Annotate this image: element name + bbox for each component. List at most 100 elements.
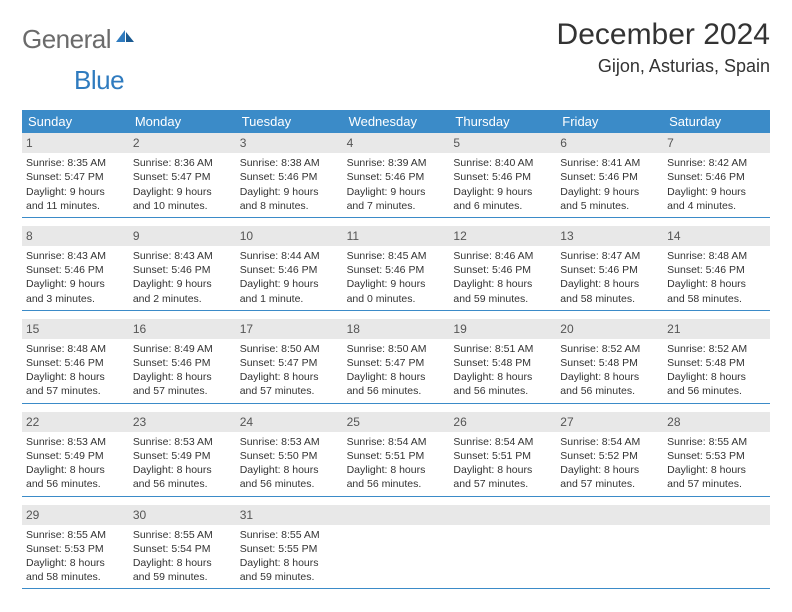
day-number: 2: [129, 133, 236, 153]
sunset-text: Sunset: 5:47 PM: [347, 356, 446, 370]
calendar-day: 23Sunrise: 8:53 AMSunset: 5:49 PMDayligh…: [129, 412, 236, 496]
sunrise-text: Sunrise: 8:47 AM: [560, 249, 659, 263]
calendar-day: 2Sunrise: 8:36 AMSunset: 5:47 PMDaylight…: [129, 133, 236, 217]
sunrise-text: Sunrise: 8:54 AM: [347, 435, 446, 449]
sunrise-text: Sunrise: 8:43 AM: [26, 249, 125, 263]
sunset-text: Sunset: 5:46 PM: [26, 263, 125, 277]
daylight1-text: Daylight: 8 hours: [453, 463, 552, 477]
calendar-week: 15Sunrise: 8:48 AMSunset: 5:46 PMDayligh…: [22, 319, 770, 404]
sunrise-text: Sunrise: 8:44 AM: [240, 249, 339, 263]
daylight2-text: and 56 minutes.: [667, 384, 766, 398]
calendar-day: 24Sunrise: 8:53 AMSunset: 5:50 PMDayligh…: [236, 412, 343, 496]
logo: General: [22, 18, 137, 55]
day-number: 1: [22, 133, 129, 153]
daylight2-text: and 4 minutes.: [667, 199, 766, 213]
calendar-week: 22Sunrise: 8:53 AMSunset: 5:49 PMDayligh…: [22, 412, 770, 497]
sunrise-text: Sunrise: 8:42 AM: [667, 156, 766, 170]
daylight2-text: and 56 minutes.: [133, 477, 232, 491]
daylight1-text: Daylight: 8 hours: [347, 370, 446, 384]
calendar-week: 29Sunrise: 8:55 AMSunset: 5:53 PMDayligh…: [22, 505, 770, 590]
daylight2-text: and 57 minutes.: [667, 477, 766, 491]
day-number: 14: [663, 226, 770, 246]
sunrise-text: Sunrise: 8:54 AM: [453, 435, 552, 449]
sunset-text: Sunset: 5:48 PM: [560, 356, 659, 370]
day-number: 7: [663, 133, 770, 153]
calendar-day: 10Sunrise: 8:44 AMSunset: 5:46 PMDayligh…: [236, 226, 343, 310]
daylight2-text: and 56 minutes.: [347, 384, 446, 398]
daylight2-text: and 3 minutes.: [26, 292, 125, 306]
day-number: 9: [129, 226, 236, 246]
daylight1-text: Daylight: 9 hours: [347, 277, 446, 291]
day-number: 12: [449, 226, 556, 246]
calendar-day: 22Sunrise: 8:53 AMSunset: 5:49 PMDayligh…: [22, 412, 129, 496]
daylight2-text: and 2 minutes.: [133, 292, 232, 306]
day-number: 18: [343, 319, 450, 339]
calendar-day: 11Sunrise: 8:45 AMSunset: 5:46 PMDayligh…: [343, 226, 450, 310]
sunrise-text: Sunrise: 8:55 AM: [133, 528, 232, 542]
daylight2-text: and 57 minutes.: [26, 384, 125, 398]
daylight2-text: and 59 minutes.: [453, 292, 552, 306]
calendar-day: 25Sunrise: 8:54 AMSunset: 5:51 PMDayligh…: [343, 412, 450, 496]
sunset-text: Sunset: 5:46 PM: [347, 170, 446, 184]
daylight1-text: Daylight: 9 hours: [667, 185, 766, 199]
logo-text-general: General: [22, 24, 111, 55]
sunset-text: Sunset: 5:55 PM: [240, 542, 339, 556]
day-number: 19: [449, 319, 556, 339]
daylight2-text: and 58 minutes.: [560, 292, 659, 306]
day-number: 8: [22, 226, 129, 246]
daylight2-text: and 6 minutes.: [453, 199, 552, 213]
sunrise-text: Sunrise: 8:38 AM: [240, 156, 339, 170]
daylight1-text: Daylight: 9 hours: [240, 185, 339, 199]
sunset-text: Sunset: 5:53 PM: [26, 542, 125, 556]
daylight2-text: and 1 minute.: [240, 292, 339, 306]
daylight1-text: Daylight: 9 hours: [133, 185, 232, 199]
sunrise-text: Sunrise: 8:35 AM: [26, 156, 125, 170]
calendar-day: .: [556, 505, 663, 589]
daylight2-text: and 56 minutes.: [240, 477, 339, 491]
day-number: 13: [556, 226, 663, 246]
day-number: 10: [236, 226, 343, 246]
weeks-container: 1Sunrise: 8:35 AMSunset: 5:47 PMDaylight…: [22, 133, 770, 589]
calendar-day: 6Sunrise: 8:41 AMSunset: 5:46 PMDaylight…: [556, 133, 663, 217]
sunset-text: Sunset: 5:51 PM: [453, 449, 552, 463]
sunset-text: Sunset: 5:46 PM: [26, 356, 125, 370]
sunrise-text: Sunrise: 8:53 AM: [26, 435, 125, 449]
sunrise-text: Sunrise: 8:46 AM: [453, 249, 552, 263]
daylight1-text: Daylight: 8 hours: [560, 277, 659, 291]
day-number: 30: [129, 505, 236, 525]
daylight1-text: Daylight: 9 hours: [347, 185, 446, 199]
daylight2-text: and 5 minutes.: [560, 199, 659, 213]
daylight2-text: and 58 minutes.: [26, 570, 125, 584]
calendar-day: 16Sunrise: 8:49 AMSunset: 5:46 PMDayligh…: [129, 319, 236, 403]
calendar-day: 13Sunrise: 8:47 AMSunset: 5:46 PMDayligh…: [556, 226, 663, 310]
daylight1-text: Daylight: 9 hours: [26, 185, 125, 199]
sunrise-text: Sunrise: 8:51 AM: [453, 342, 552, 356]
daylight1-text: Daylight: 9 hours: [133, 277, 232, 291]
daylight1-text: Daylight: 8 hours: [26, 370, 125, 384]
sunrise-text: Sunrise: 8:50 AM: [240, 342, 339, 356]
calendar-day: 7Sunrise: 8:42 AMSunset: 5:46 PMDaylight…: [663, 133, 770, 217]
calendar-day: .: [449, 505, 556, 589]
calendar-day: 30Sunrise: 8:55 AMSunset: 5:54 PMDayligh…: [129, 505, 236, 589]
sunset-text: Sunset: 5:46 PM: [453, 263, 552, 277]
calendar-day: 20Sunrise: 8:52 AMSunset: 5:48 PMDayligh…: [556, 319, 663, 403]
day-number: .: [556, 505, 663, 525]
calendar-day: .: [663, 505, 770, 589]
daylight1-text: Daylight: 8 hours: [26, 556, 125, 570]
sunrise-text: Sunrise: 8:41 AM: [560, 156, 659, 170]
daylight2-text: and 7 minutes.: [347, 199, 446, 213]
daylight1-text: Daylight: 8 hours: [667, 277, 766, 291]
calendar-day: 29Sunrise: 8:55 AMSunset: 5:53 PMDayligh…: [22, 505, 129, 589]
daylight1-text: Daylight: 8 hours: [560, 463, 659, 477]
sunrise-text: Sunrise: 8:49 AM: [133, 342, 232, 356]
daylight1-text: Daylight: 8 hours: [240, 370, 339, 384]
sunrise-text: Sunrise: 8:53 AM: [240, 435, 339, 449]
day-number: 25: [343, 412, 450, 432]
sunset-text: Sunset: 5:46 PM: [453, 170, 552, 184]
calendar-day: 4Sunrise: 8:39 AMSunset: 5:46 PMDaylight…: [343, 133, 450, 217]
day-number: .: [663, 505, 770, 525]
day-number: 11: [343, 226, 450, 246]
weekday-header: Tuesday: [236, 110, 343, 133]
calendar-day: 12Sunrise: 8:46 AMSunset: 5:46 PMDayligh…: [449, 226, 556, 310]
sunrise-text: Sunrise: 8:48 AM: [26, 342, 125, 356]
